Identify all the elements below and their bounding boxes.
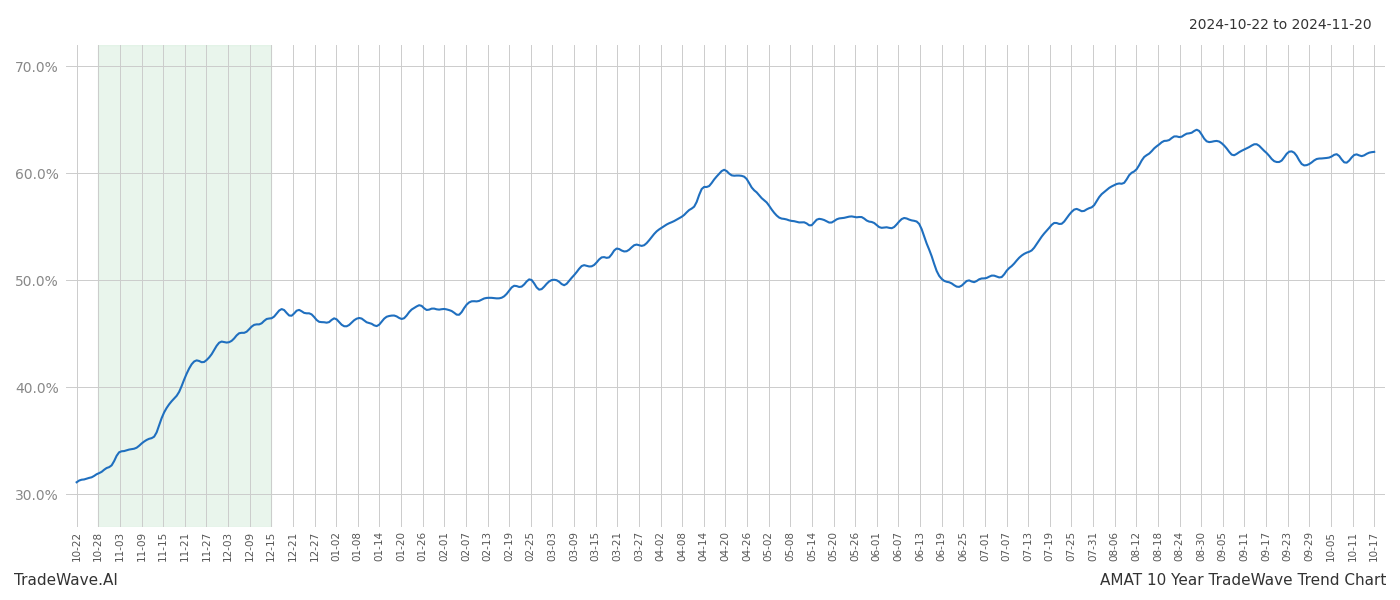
Text: 2024-10-22 to 2024-11-20: 2024-10-22 to 2024-11-20 <box>1190 18 1372 32</box>
Text: TradeWave.AI: TradeWave.AI <box>14 573 118 588</box>
Bar <box>98 45 272 527</box>
Text: AMAT 10 Year TradeWave Trend Chart: AMAT 10 Year TradeWave Trend Chart <box>1099 573 1386 588</box>
